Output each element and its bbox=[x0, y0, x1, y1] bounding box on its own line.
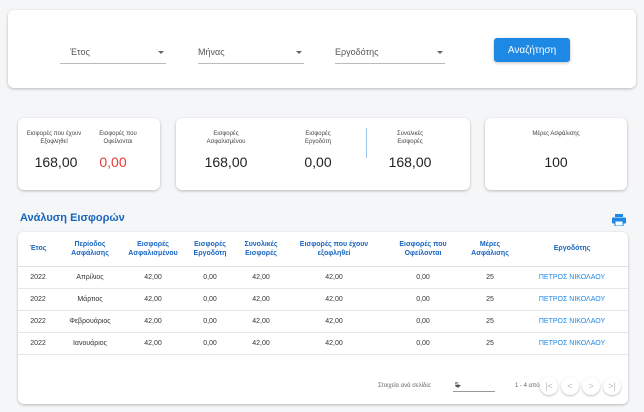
cell-total: 42,00 bbox=[236, 332, 286, 355]
section-title: Ανάλυση Εισφορών bbox=[20, 212, 125, 224]
year-select-label: Έτος bbox=[70, 47, 90, 57]
filter-card: Έτος Μήνας Εργοδότης Αναζήτηση bbox=[8, 10, 636, 88]
cell-period: Μάρτιος bbox=[58, 288, 122, 311]
cell-paid: 42,00 bbox=[286, 266, 382, 289]
table-row[interactable]: 2022 Ιανουάριος 42,00 0,00 42,00 42,00 0… bbox=[18, 332, 628, 355]
rows-per-page-select[interactable]: 5 bbox=[453, 380, 495, 392]
chevron-down-icon bbox=[437, 51, 443, 54]
print-icon[interactable] bbox=[612, 214, 626, 226]
contributions-table-card: Έτος Περίοδος Ασφάλισης Εισφορές Ασφαλισ… bbox=[18, 232, 628, 404]
cell-paid: 42,00 bbox=[286, 332, 382, 355]
cell-insured: 42,00 bbox=[122, 266, 184, 289]
cell-employer-contrib: 0,00 bbox=[184, 266, 236, 289]
cell-employer-link[interactable]: ΠΕΤΡΟΣ ΝΙΚΟΛΑΟΥ bbox=[516, 332, 628, 355]
paginator: Στοιχεία ανά σελίδα: 5 1 - 4 από 4 |< < … bbox=[18, 374, 628, 404]
cell-year: 2022 bbox=[18, 310, 58, 333]
table-header-row: Έτος Περίοδος Ασφάλισης Εισφορές Ασφαλισ… bbox=[18, 232, 628, 267]
cell-days: 25 bbox=[464, 288, 516, 311]
cell-insured: 42,00 bbox=[122, 310, 184, 333]
total-contributions-value: 168,00 bbox=[388, 154, 432, 170]
cell-paid: 42,00 bbox=[286, 288, 382, 311]
paid-contributions-label: Εισφορές που έχουν Εξοφληθεί bbox=[26, 131, 82, 145]
col-total[interactable]: Συνολικές Εισφορές bbox=[236, 232, 286, 267]
cell-days: 25 bbox=[464, 266, 516, 289]
prev-page-button[interactable]: < bbox=[561, 377, 579, 395]
cell-employer-link[interactable]: ΠΕΤΡΟΣ ΝΙΚΟΛΑΟΥ bbox=[516, 288, 628, 311]
cell-owed: 0,00 bbox=[382, 332, 464, 355]
cell-insured: 42,00 bbox=[122, 332, 184, 355]
last-page-button[interactable]: >| bbox=[603, 377, 621, 395]
col-paid[interactable]: Εισφορές που έχουν εξοφληθεί bbox=[286, 232, 382, 267]
cell-employer-link[interactable]: ΠΕΤΡΟΣ ΝΙΚΟΛΑΟΥ bbox=[516, 310, 628, 333]
insured-contributions-label: Εισφορές Ασφαλισμένου bbox=[206, 131, 246, 145]
cell-period: Ιανουάριος bbox=[58, 332, 122, 355]
owed-contributions-value: 0,00 bbox=[99, 154, 127, 170]
cell-period: Απρίλιος bbox=[58, 266, 122, 289]
chevron-down-icon bbox=[296, 51, 302, 54]
owed-contributions-label: Εισφορές που Οφείλονται bbox=[99, 131, 137, 145]
cell-year: 2022 bbox=[18, 332, 58, 355]
month-select-label: Μήνας bbox=[198, 47, 225, 57]
employer-select[interactable]: Εργοδότης bbox=[335, 44, 445, 64]
cell-days: 25 bbox=[464, 310, 516, 333]
employer-contributions-label: Εισφορές Εργοδότη bbox=[304, 131, 332, 145]
payment-status-card: Εισφορές που έχουν Εξοφληθεί 168,00 Εισφ… bbox=[18, 118, 160, 190]
col-insured[interactable]: Εισφορές Ασφαλισμένου bbox=[122, 232, 184, 267]
first-page-button[interactable]: |< bbox=[540, 377, 558, 395]
cell-owed: 0,00 bbox=[382, 310, 464, 333]
col-employer[interactable]: Εργοδότης bbox=[516, 232, 628, 267]
employer-select-label: Εργοδότης bbox=[335, 47, 379, 57]
divider bbox=[366, 128, 367, 158]
table-row[interactable]: 2022 Φεβρουάριος 42,00 0,00 42,00 42,00 … bbox=[18, 310, 628, 333]
cell-year: 2022 bbox=[18, 266, 58, 289]
insurance-days-card: Μέρες Ασφάλισης 100 bbox=[485, 118, 627, 190]
insured-contributions-value: 168,00 bbox=[204, 154, 248, 170]
next-page-button[interactable]: > bbox=[582, 377, 600, 395]
cell-employer-contrib: 0,00 bbox=[184, 310, 236, 333]
paid-contributions-value: 168,00 bbox=[34, 154, 78, 170]
cell-paid: 42,00 bbox=[286, 310, 382, 333]
contributions-breakdown-card: Εισφορές Ασφαλισμένου 168,00 Εισφορές Ερ… bbox=[176, 118, 470, 190]
col-owed[interactable]: Εισφορές που Οφείλονται bbox=[382, 232, 464, 267]
insurance-days-value: 100 bbox=[544, 154, 568, 170]
cell-total: 42,00 bbox=[236, 266, 286, 289]
total-contributions-label: Συνολικές Εισφορές bbox=[396, 131, 424, 145]
year-select[interactable]: Έτος bbox=[60, 44, 166, 64]
employer-contributions-value: 0,00 bbox=[304, 154, 332, 170]
cell-owed: 0,00 bbox=[382, 266, 464, 289]
table-row[interactable]: 2022 Μάρτιος 42,00 0,00 42,00 42,00 0,00… bbox=[18, 288, 628, 311]
table-row[interactable]: 2022 Απρίλιος 42,00 0,00 42,00 42,00 0,0… bbox=[18, 266, 628, 289]
chevron-down-icon bbox=[455, 385, 461, 388]
cell-employer-contrib: 0,00 bbox=[184, 288, 236, 311]
rows-per-page-label: Στοιχεία ανά σελίδα: bbox=[378, 383, 432, 389]
col-period[interactable]: Περίοδος Ασφάλισης bbox=[58, 232, 122, 267]
cell-employer-contrib: 0,00 bbox=[184, 332, 236, 355]
contributions-table: Έτος Περίοδος Ασφάλισης Εισφορές Ασφαλισ… bbox=[18, 232, 628, 355]
month-select[interactable]: Μήνας bbox=[198, 44, 304, 64]
cell-total: 42,00 bbox=[236, 310, 286, 333]
cell-days: 25 bbox=[464, 332, 516, 355]
cell-owed: 0,00 bbox=[382, 288, 464, 311]
insurance-days-label: Μέρες Ασφάλισης bbox=[532, 131, 580, 137]
cell-insured: 42,00 bbox=[122, 288, 184, 311]
page-range: 1 - 4 από 4 bbox=[515, 383, 545, 389]
search-button[interactable]: Αναζήτηση bbox=[494, 38, 570, 62]
col-year[interactable]: Έτος bbox=[18, 232, 58, 267]
col-employer-contrib[interactable]: Εισφορές Εργοδότη bbox=[184, 232, 236, 267]
cell-period: Φεβρουάριος bbox=[58, 310, 122, 333]
cell-total: 42,00 bbox=[236, 288, 286, 311]
chevron-down-icon bbox=[158, 51, 164, 54]
cell-employer-link[interactable]: ΠΕΤΡΟΣ ΝΙΚΟΛΑΟΥ bbox=[516, 266, 628, 289]
col-days[interactable]: Μέρες Ασφάλισης bbox=[464, 232, 516, 267]
cell-year: 2022 bbox=[18, 288, 58, 311]
